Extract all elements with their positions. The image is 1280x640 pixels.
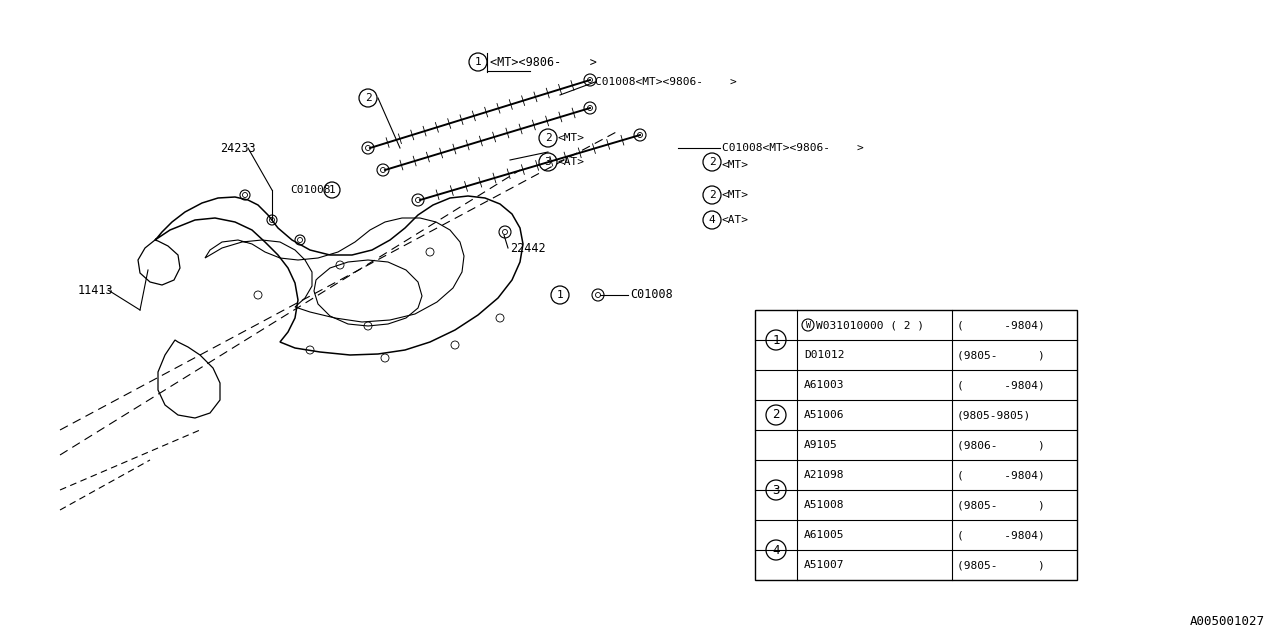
Text: 1: 1 (557, 290, 563, 300)
Text: 1: 1 (772, 333, 780, 346)
Text: <MT><9806-    >: <MT><9806- > (490, 56, 596, 68)
Text: 1: 1 (475, 57, 481, 67)
Text: 2: 2 (709, 157, 716, 167)
Text: 2: 2 (544, 133, 552, 143)
Text: A51008: A51008 (804, 500, 845, 510)
Text: 4: 4 (772, 543, 780, 557)
Text: (9805-      ): (9805- ) (957, 560, 1044, 570)
Text: (9805-      ): (9805- ) (957, 500, 1044, 510)
Text: W: W (805, 321, 810, 330)
Text: (      -9804): ( -9804) (957, 470, 1044, 480)
Circle shape (803, 319, 814, 331)
Text: A9105: A9105 (804, 440, 837, 450)
Bar (755, 310, 1076, 580)
Text: (9806-      ): (9806- ) (957, 440, 1044, 450)
Text: <AT>: <AT> (558, 157, 585, 167)
Text: C01008<MT><9806-    >: C01008<MT><9806- > (722, 143, 864, 153)
Text: A21098: A21098 (804, 470, 845, 480)
Text: 1: 1 (329, 185, 335, 195)
Text: C01008<MT><9806-    >: C01008<MT><9806- > (595, 77, 737, 87)
Text: 3: 3 (544, 157, 552, 167)
Text: <MT>: <MT> (558, 133, 585, 143)
Text: 3: 3 (772, 483, 780, 497)
Text: D01012: D01012 (804, 350, 845, 360)
Text: (      -9804): ( -9804) (957, 380, 1044, 390)
Text: (      -9804): ( -9804) (957, 320, 1044, 330)
Text: A51006: A51006 (804, 410, 845, 420)
Text: 24233: 24233 (220, 141, 256, 154)
Text: W031010000 ( 2 ): W031010000 ( 2 ) (817, 320, 924, 330)
Text: <MT>: <MT> (722, 160, 749, 170)
Text: 2: 2 (365, 93, 371, 103)
Text: <MT>: <MT> (722, 190, 749, 200)
Text: <AT>: <AT> (722, 215, 749, 225)
Text: 11413: 11413 (78, 284, 114, 296)
Text: (9805-      ): (9805- ) (957, 350, 1044, 360)
Text: 22442: 22442 (509, 241, 545, 255)
Text: 4: 4 (709, 215, 716, 225)
Text: A61005: A61005 (804, 530, 845, 540)
Text: (9805-9805): (9805-9805) (957, 410, 1032, 420)
Text: A005001027: A005001027 (1190, 615, 1265, 628)
Text: C01008: C01008 (291, 185, 330, 195)
Text: A51007: A51007 (804, 560, 845, 570)
Text: 2: 2 (772, 408, 780, 422)
Text: 2: 2 (709, 190, 716, 200)
Text: (      -9804): ( -9804) (957, 530, 1044, 540)
Text: C01008: C01008 (630, 289, 673, 301)
Text: A61003: A61003 (804, 380, 845, 390)
